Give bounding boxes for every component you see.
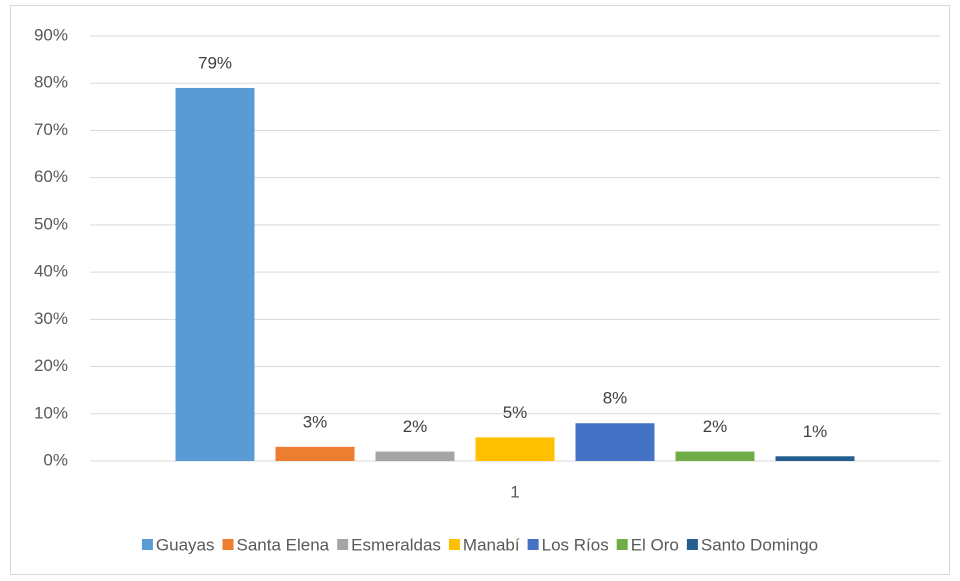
legend-swatch xyxy=(527,539,539,550)
y-tick-label: 30% xyxy=(34,309,68,328)
legend-label: El Oro xyxy=(631,535,679,554)
y-tick-label: 40% xyxy=(34,262,68,281)
legend-label: Esmeraldas xyxy=(351,535,441,554)
legend-swatch xyxy=(686,539,698,550)
data-label: 2% xyxy=(403,417,428,436)
data-label: 8% xyxy=(603,389,628,408)
y-tick-label: 60% xyxy=(34,167,68,186)
legend-label: Guayas xyxy=(156,535,215,554)
legend-label: Santo Domingo xyxy=(701,535,818,554)
x-tick-label: 1 xyxy=(510,482,519,501)
y-tick-label: 0% xyxy=(43,450,68,469)
bar xyxy=(475,437,555,461)
legend-label: Manabí xyxy=(463,535,520,554)
legend-swatch xyxy=(141,539,153,550)
data-label: 1% xyxy=(803,422,828,441)
data-label: 2% xyxy=(703,417,728,436)
legend-swatch xyxy=(222,539,234,550)
bar xyxy=(275,446,355,461)
data-label: 79% xyxy=(198,53,232,72)
bar xyxy=(375,451,455,461)
legend-swatch xyxy=(337,539,349,550)
legend-label: Los Ríos xyxy=(542,535,609,554)
y-tick-label: 70% xyxy=(34,120,68,139)
y-tick-label: 50% xyxy=(34,214,68,233)
bar xyxy=(775,456,855,461)
legend-swatch xyxy=(448,539,460,550)
y-tick-label: 20% xyxy=(34,356,68,375)
data-label: 3% xyxy=(303,412,328,431)
legend-label: Santa Elena xyxy=(237,535,330,554)
y-tick-label: 80% xyxy=(34,73,68,92)
y-tick-label: 10% xyxy=(34,403,68,422)
data-label: 5% xyxy=(503,403,528,422)
y-tick-label: 90% xyxy=(34,25,68,44)
bar xyxy=(675,451,755,461)
bar xyxy=(175,87,255,461)
bar xyxy=(575,423,655,461)
legend-swatch xyxy=(616,539,628,550)
chart-border xyxy=(10,5,950,575)
